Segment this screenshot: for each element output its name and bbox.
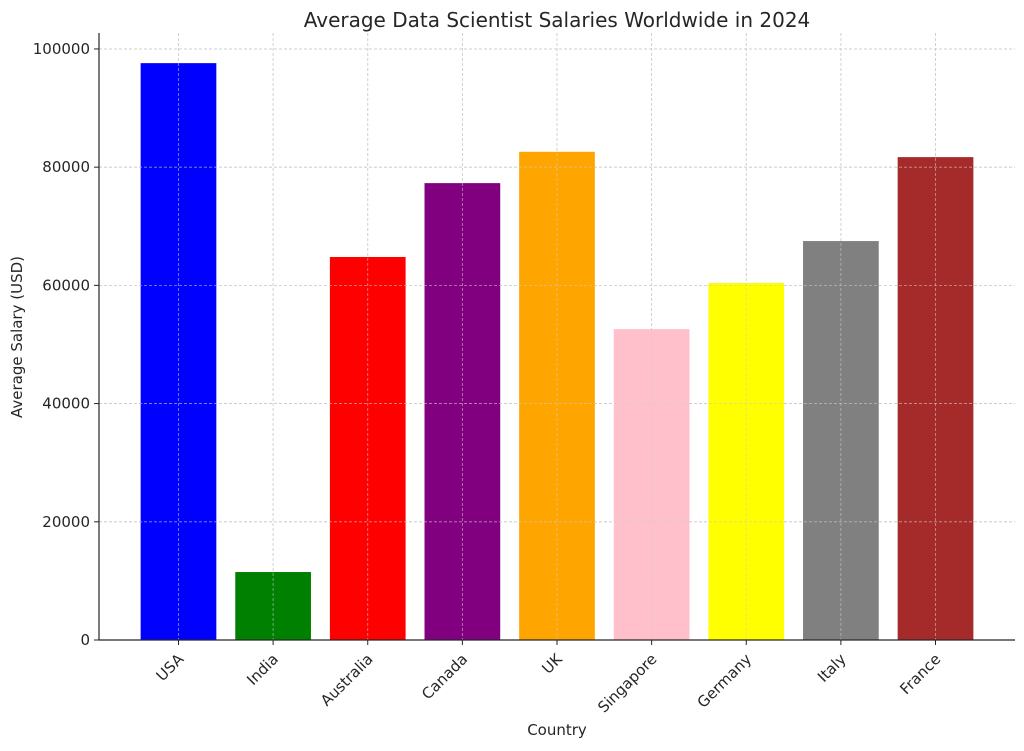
y-axis-label: Average Salary (USD) [8,256,26,418]
x-tick-label: India [243,650,282,689]
chart-title: Average Data Scientist Salaries Worldwid… [304,8,811,32]
x-tick-label: Singapore [594,650,660,716]
y-tick-label: 100000 [33,40,90,58]
x-tick-label: Italy [814,650,850,686]
y-tick-label: 0 [80,631,90,649]
x-axis: USA India Australia Canada UK Singapore German… [99,639,1015,716]
bar-germany [708,283,785,640]
x-axis-label: Country [527,721,587,739]
x-tick-label: USA [153,650,188,685]
bar-canada [424,183,501,640]
x-tick-label: UK [538,649,566,677]
x-tick-label: France [896,650,944,698]
y-tick-label: 40000 [42,395,90,413]
y-tick-label: 60000 [42,276,90,294]
y-axis: 0 20000 40000 60000 80000 100000 [33,33,100,649]
x-tick-label: Canada [418,650,471,703]
y-tick-label: 80000 [42,158,90,176]
bars [99,33,1015,641]
x-tick-label: Germany [694,650,756,712]
y-tick-label: 20000 [42,513,90,531]
x-tick-label: Australia [317,650,377,710]
